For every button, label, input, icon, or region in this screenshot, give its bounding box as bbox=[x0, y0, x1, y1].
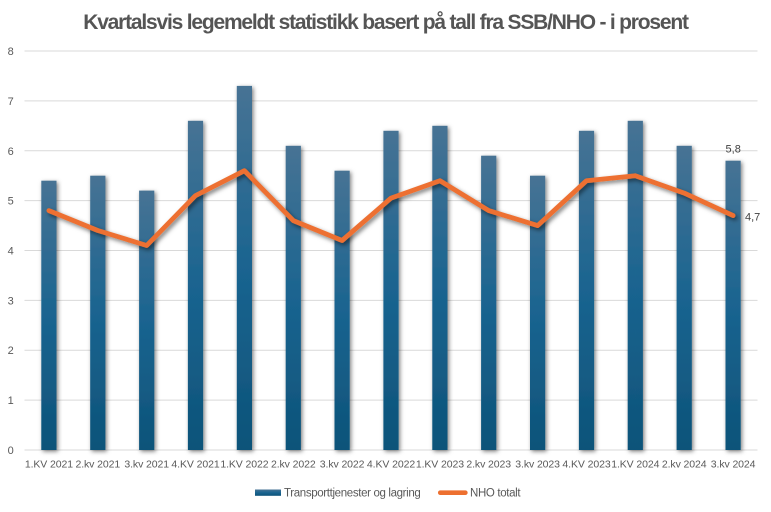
svg-text:1.KV 2024: 1.KV 2024 bbox=[611, 459, 659, 471]
svg-text:3.kv 2021: 3.kv 2021 bbox=[124, 459, 169, 471]
svg-text:NHO totalt: NHO totalt bbox=[470, 487, 521, 499]
svg-text:3.kv 2023: 3.kv 2023 bbox=[515, 459, 560, 471]
svg-text:1: 1 bbox=[8, 395, 14, 407]
svg-text:2.kv 2022: 2.kv 2022 bbox=[271, 459, 316, 471]
svg-text:5: 5 bbox=[8, 196, 14, 208]
svg-text:2.kv 2021: 2.kv 2021 bbox=[75, 459, 120, 471]
svg-text:1.KV 2022: 1.KV 2022 bbox=[220, 459, 268, 471]
svg-text:8: 8 bbox=[8, 46, 14, 58]
svg-text:2.kv 2023: 2.kv 2023 bbox=[466, 459, 511, 471]
svg-text:6: 6 bbox=[8, 146, 14, 158]
svg-text:1.KV 2023: 1.KV 2023 bbox=[416, 459, 464, 471]
svg-text:3.kv 2024: 3.kv 2024 bbox=[711, 459, 756, 471]
svg-text:4,7: 4,7 bbox=[745, 211, 760, 223]
svg-text:4.KV 2022: 4.KV 2022 bbox=[367, 459, 415, 471]
svg-text:3: 3 bbox=[8, 295, 14, 307]
svg-text:5,8: 5,8 bbox=[726, 144, 741, 156]
svg-text:2.kv 2024: 2.kv 2024 bbox=[662, 459, 707, 471]
svg-text:4: 4 bbox=[8, 246, 14, 258]
svg-text:4.KV 2023: 4.KV 2023 bbox=[562, 459, 610, 471]
svg-text:1.KV 2021: 1.KV 2021 bbox=[25, 459, 73, 471]
svg-text:3.kv 2022: 3.kv 2022 bbox=[320, 459, 365, 471]
svg-text:Transporttjenester og lagring: Transporttjenester og lagring bbox=[284, 487, 420, 499]
svg-text:0: 0 bbox=[8, 445, 14, 457]
svg-text:4.KV 2021: 4.KV 2021 bbox=[171, 459, 219, 471]
svg-text:7: 7 bbox=[8, 96, 14, 108]
svg-text:2: 2 bbox=[8, 345, 14, 357]
